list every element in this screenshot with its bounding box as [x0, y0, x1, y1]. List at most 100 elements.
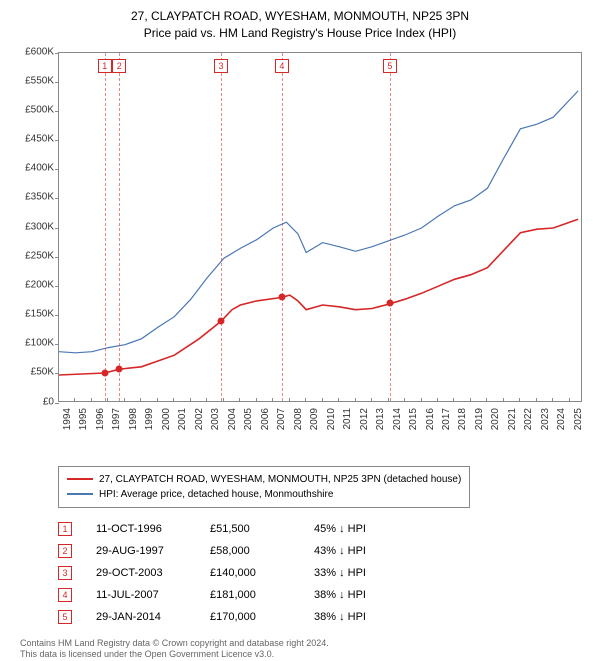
- chart-container: 27, CLAYPATCH ROAD, WYESHAM, MONMOUTH, N…: [0, 0, 600, 650]
- x-axis-label: 2002: [194, 408, 205, 430]
- x-axis-label: 2022: [523, 408, 534, 430]
- x-axis-label: 1995: [78, 408, 89, 430]
- y-axis-label: £300K: [10, 221, 54, 232]
- x-axis-label: 2021: [507, 408, 518, 430]
- transaction-price: £51,500: [210, 518, 290, 540]
- transaction-number: 1: [58, 522, 72, 536]
- x-axis-label: 2023: [540, 408, 551, 430]
- title-line-2: Price paid vs. HM Land Registry's House …: [144, 26, 456, 40]
- transaction-hpi-diff: 38% ↓ HPI: [314, 584, 394, 606]
- x-axis-label: 2025: [573, 408, 584, 430]
- x-axis-label: 2010: [326, 408, 337, 430]
- transaction-vline: [119, 53, 120, 401]
- plot-region: 12 3 4 5: [58, 52, 582, 402]
- x-axis-label: 2007: [276, 408, 287, 430]
- transactions-table: 1 11-OCT-1996 £51,500 45% ↓ HPI 2 29-AUG-1997…: [58, 518, 590, 628]
- x-axis-label: 1994: [62, 408, 73, 430]
- x-axis-label: 2016: [425, 408, 436, 430]
- transaction-date: 29-AUG-1997: [96, 540, 186, 562]
- transaction-dot: [217, 317, 224, 324]
- title-line-1: 27, CLAYPATCH ROAD, WYESHAM, MONMOUTH, N…: [131, 9, 469, 23]
- x-axis-label: 2008: [293, 408, 304, 430]
- transaction-row: 3 29-OCT-2003 £140,000 33% ↓ HPI: [58, 562, 590, 584]
- y-axis-label: £450K: [10, 134, 54, 145]
- transaction-price: £58,000: [210, 540, 290, 562]
- y-axis-label: £400K: [10, 163, 54, 174]
- transaction-row: 2 29-AUG-1997 £58,000 43% ↓ HPI: [58, 540, 590, 562]
- legend-label-blue: HPI: Average price, detached house, Monm…: [99, 487, 333, 502]
- transaction-row: 5 29-JAN-2014 £170,000 38% ↓ HPI: [58, 606, 590, 628]
- transaction-row: 4 11-JUL-2007 £181,000 38% ↓ HPI: [58, 584, 590, 606]
- x-axis-label: 2014: [392, 408, 403, 430]
- y-axis-label: £100K: [10, 338, 54, 349]
- transaction-marker: 4: [275, 59, 289, 73]
- transaction-hpi-diff: 45% ↓ HPI: [314, 518, 394, 540]
- series-line: [59, 90, 578, 352]
- footer-line-2: This data is licensed under the Open Gov…: [20, 649, 274, 659]
- y-axis-label: £600K: [10, 46, 54, 57]
- transaction-date: 11-OCT-1996: [96, 518, 186, 540]
- transaction-price: £181,000: [210, 584, 290, 606]
- transaction-dot: [116, 365, 123, 372]
- x-axis-label: 2005: [243, 408, 254, 430]
- x-axis-label: 2013: [375, 408, 386, 430]
- transaction-dot: [101, 369, 108, 376]
- chart-title: 27, CLAYPATCH ROAD, WYESHAM, MONMOUTH, N…: [10, 8, 590, 42]
- y-axis-label: £550K: [10, 75, 54, 86]
- transaction-dot: [386, 300, 393, 307]
- x-axis-label: 2019: [474, 408, 485, 430]
- chart-area: 12345 £0£50K£100K£150K£200K£250K£300K£35…: [10, 48, 590, 428]
- x-axis-label: 2012: [359, 408, 370, 430]
- line-svg: [59, 53, 581, 401]
- transaction-marker: 5: [383, 59, 397, 73]
- y-axis-label: £0: [10, 396, 54, 407]
- x-axis-label: 2020: [490, 408, 501, 430]
- x-axis-label: 1997: [111, 408, 122, 430]
- y-axis-label: £350K: [10, 192, 54, 203]
- transaction-date: 29-OCT-2003: [96, 562, 186, 584]
- x-axis-label: 2004: [227, 408, 238, 430]
- x-axis-label: 2003: [210, 408, 221, 430]
- x-axis-label: 2011: [342, 408, 353, 430]
- y-axis-label: £250K: [10, 250, 54, 261]
- transaction-marker: 1: [98, 59, 112, 73]
- x-axis-label: 2001: [177, 408, 188, 430]
- legend-swatch-blue: [67, 493, 93, 495]
- legend-row-red: 27, CLAYPATCH ROAD, WYESHAM, MONMOUTH, N…: [67, 472, 461, 487]
- transaction-hpi-diff: 33% ↓ HPI: [314, 562, 394, 584]
- transaction-vline: [105, 53, 106, 401]
- transaction-hpi-diff: 43% ↓ HPI: [314, 540, 394, 562]
- transaction-row: 1 11-OCT-1996 £51,500 45% ↓ HPI: [58, 518, 590, 540]
- legend-label-red: 27, CLAYPATCH ROAD, WYESHAM, MONMOUTH, N…: [99, 472, 461, 487]
- transaction-date: 29-JAN-2014: [96, 606, 186, 628]
- y-axis-label: £500K: [10, 104, 54, 115]
- transaction-dot: [278, 294, 285, 301]
- x-axis-label: 1998: [128, 408, 139, 430]
- x-axis-label: 2015: [408, 408, 419, 430]
- x-axis-label: 2006: [260, 408, 271, 430]
- legend-row-blue: HPI: Average price, detached house, Monm…: [67, 487, 461, 502]
- y-axis-label: £150K: [10, 309, 54, 320]
- legend: 27, CLAYPATCH ROAD, WYESHAM, MONMOUTH, N…: [58, 466, 470, 508]
- footer-line-1: Contains HM Land Registry data © Crown c…: [20, 638, 329, 648]
- legend-swatch-red: [67, 478, 93, 480]
- transaction-number: 5: [58, 610, 72, 624]
- transaction-price: £170,000: [210, 606, 290, 628]
- transaction-price: £140,000: [210, 562, 290, 584]
- x-axis-label: 1999: [144, 408, 155, 430]
- x-axis-label: 2000: [161, 408, 172, 430]
- x-axis-label: 1996: [95, 408, 106, 430]
- x-axis-label: 2009: [309, 408, 320, 430]
- transaction-vline: [390, 53, 391, 401]
- series-line: [59, 219, 578, 375]
- transaction-number: 2: [58, 544, 72, 558]
- transaction-date: 11-JUL-2007: [96, 584, 186, 606]
- transaction-vline: [221, 53, 222, 401]
- x-axis-label: 2018: [457, 408, 468, 430]
- transaction-marker: 3: [214, 59, 228, 73]
- transaction-hpi-diff: 38% ↓ HPI: [314, 606, 394, 628]
- transaction-number: 4: [58, 588, 72, 602]
- transaction-number: 3: [58, 566, 72, 580]
- transaction-marker: 2: [112, 59, 126, 73]
- y-axis-label: £200K: [10, 279, 54, 290]
